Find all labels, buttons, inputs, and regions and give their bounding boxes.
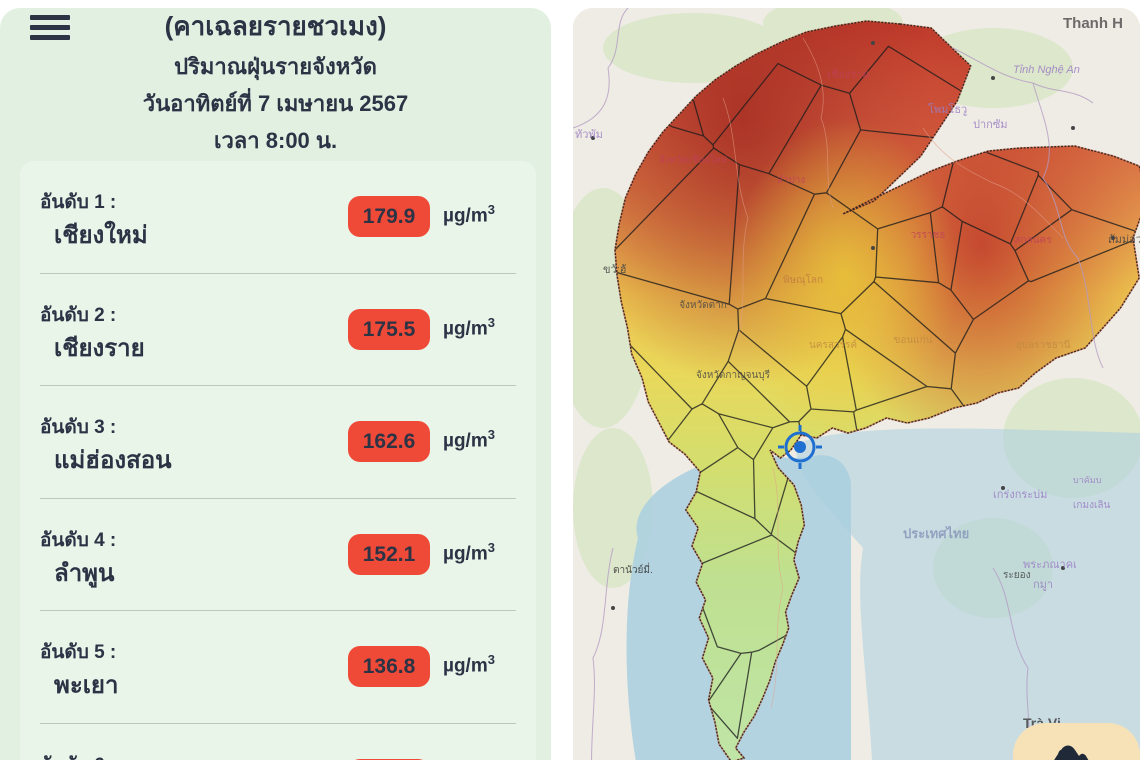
svg-text:ลำปาง: ลำปาง	[777, 175, 806, 186]
svg-text:ขอนแก่น: ขอนแก่น	[893, 335, 932, 346]
svg-text:นครสวรรค์: นครสวรรค์	[809, 339, 857, 351]
svg-text:พระภณาคเ: พระภณาคเ	[1023, 559, 1077, 571]
svg-text:ระยอง: ระยอง	[1003, 570, 1031, 581]
svg-text:จังหวัดเชียงใหม่: จังหวัดเชียงใหม่	[659, 154, 727, 166]
svg-text:Tỉnh Nghệ An: Tỉnh Nghệ An	[1013, 64, 1080, 76]
svg-text:เชียงราย: เชียงราย	[827, 68, 869, 81]
svg-text:Thanh H: Thanh H	[1063, 15, 1123, 32]
svg-text:ประเทศไทย: ประเทศไทย	[903, 525, 969, 541]
svg-text:บาคัมบ: บาคัมบ	[1073, 475, 1102, 485]
svg-text:กม฻ูา: กม฻ูา	[1033, 579, 1053, 591]
svg-text:ขวั:ฮ้: ขวั:ฮ้	[603, 264, 626, 276]
svg-text:เกร่งกระบ่ม: เกร่งกระบ่ม	[993, 489, 1047, 501]
svg-text:พิษณุโลก: พิษณุโลก	[783, 273, 823, 286]
svg-text:สกลนคร: สกลนคร	[1014, 235, 1052, 246]
svg-text:อุบลราชธานี: อุบลราชธานี	[1016, 339, 1071, 351]
svg-text:จังหวัดกาญจนบุรี: จังหวัดกาญจนบุรี	[696, 369, 771, 381]
svg-text:ตานัวย์มี่.: ตานัวย์มี่.	[613, 562, 653, 576]
svg-text:ทัวพัม: ทัวพัม	[575, 129, 603, 141]
svg-text:โพมโธวู: โพมโธวู	[928, 102, 967, 116]
svg-text:ปากซัม: ปากซัม	[973, 119, 1008, 131]
svg-text:ถัมม่อว: ถัมม่อว	[1108, 234, 1140, 246]
svg-text:เกมงเลิน: เกมงเลิน	[1073, 500, 1110, 511]
svg-text:วรราชธ: วรราชธ	[911, 230, 946, 241]
svg-text:จังหวัดตาก: จังหวัดตาก	[679, 300, 727, 311]
